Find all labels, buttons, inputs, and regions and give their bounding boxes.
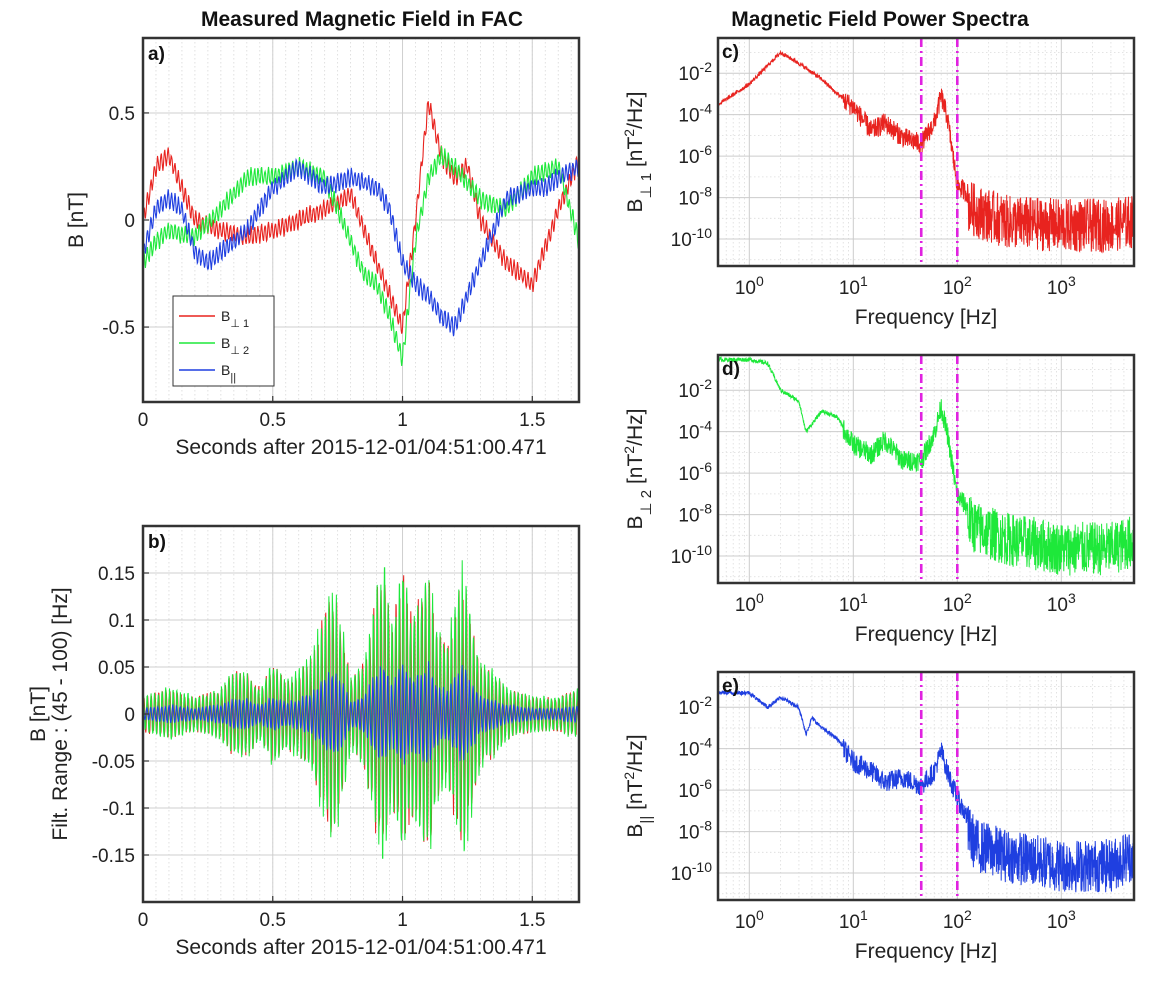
x-axis-label: Frequency [Hz] <box>855 623 997 646</box>
plot-area <box>718 356 1134 576</box>
major-grid <box>718 38 1134 266</box>
y-axis-label: B⊥ 1 [nT2/Hz] <box>621 92 655 213</box>
y-tick-label: 10-4 <box>678 418 712 444</box>
x-tick-label: 103 <box>1047 590 1076 616</box>
y-tick-label: -0.5 <box>102 318 135 339</box>
y-tick-label: 10-10 <box>671 542 713 568</box>
y-tick-label: 10-6 <box>678 776 712 802</box>
x-tick-label: 101 <box>839 590 868 616</box>
panel-label: c) <box>722 42 739 63</box>
x-tick-label: 0 <box>138 410 149 431</box>
minor-grid <box>718 672 1134 900</box>
series-line <box>143 560 579 859</box>
x-axis-label: Frequency [Hz] <box>855 940 997 963</box>
x-tick-label: 101 <box>839 907 868 933</box>
y-tick-label: -0.1 <box>102 799 135 820</box>
y-axis-label: B|| [nT2/Hz] <box>621 734 655 837</box>
plot-area <box>718 49 1134 254</box>
y-tick-label: 0.15 <box>98 564 135 585</box>
x-axis-label: Frequency [Hz] <box>855 306 997 329</box>
panel-label: b) <box>148 532 166 553</box>
panel-a: 0 0.5 1 1.5 -0.5 0 0.5 a) Seconds after 2015-12-… <box>65 36 581 459</box>
panel-label: e) <box>722 676 739 697</box>
x-axis-label: Seconds after 2015-12-01/04:51:00.471 <box>175 936 546 959</box>
y-axis-label-2: Filt. Range : (45 - 100) [Hz] <box>49 587 72 840</box>
series-line <box>143 101 579 334</box>
series-line <box>143 145 579 366</box>
panel-b: 0 0.5 1 1.5 -0.15 -0.1 -0.05 0 0.05 0.1 0.15 b) Seco… <box>27 524 581 959</box>
y-tick-label: 10-10 <box>671 859 713 885</box>
plot-area <box>143 560 579 859</box>
axes-frame <box>716 36 1136 268</box>
y-tick-label: 10-2 <box>678 693 712 719</box>
y-tick-label: 10-6 <box>678 459 712 485</box>
axes-frame <box>716 670 1136 902</box>
y-axis-label: B [nT] <box>27 686 50 742</box>
x-tick-label: 102 <box>943 273 972 299</box>
panel-label: d) <box>722 359 740 380</box>
legend: B⊥ 1 B⊥ 2 B|| <box>172 295 275 387</box>
spectrum-line <box>718 49 1134 254</box>
x-tick-label: 100 <box>735 273 764 299</box>
legend-entry: B⊥ 1 <box>221 308 249 330</box>
y-tick-label: -0.15 <box>92 846 135 867</box>
y-tick-label: 0.1 <box>109 611 135 632</box>
y-tick-label: 0.05 <box>98 658 135 679</box>
x-tick-label: 102 <box>943 590 972 616</box>
y-axis-label: B⊥ 2 [nT2/Hz] <box>621 409 655 530</box>
x-axis-label: Seconds after 2015-12-01/04:51:00.471 <box>175 436 546 459</box>
x-tick-label: 1 <box>397 410 408 431</box>
x-tick-label: 1.5 <box>519 410 545 431</box>
x-tick-label: 101 <box>839 273 868 299</box>
y-tick-label: 0.5 <box>109 104 135 125</box>
legend-entry: B⊥ 2 <box>221 335 249 357</box>
y-tick-label: 10-10 <box>671 225 713 251</box>
right-title: Magnetic Field Power Spectra <box>731 8 1029 31</box>
series-line <box>143 157 579 337</box>
y-tick-label: 10-2 <box>678 376 712 402</box>
left-title: Measured Magnetic Field in FAC <box>201 8 523 31</box>
y-tick-label: -0.05 <box>92 752 135 773</box>
axes-frame <box>716 353 1136 585</box>
x-tick-label: 102 <box>943 907 972 933</box>
x-tick-label: 103 <box>1047 907 1076 933</box>
series-line <box>143 661 579 765</box>
x-tick-label: 1.5 <box>519 910 545 931</box>
y-tick-label: 10-8 <box>678 184 712 210</box>
y-tick-label: 10-4 <box>678 735 712 761</box>
legend-entry: B|| <box>221 362 236 384</box>
y-tick-label: 0 <box>124 211 135 232</box>
y-tick-label: 10-6 <box>678 142 712 168</box>
plot-area <box>718 688 1134 893</box>
x-tick-label: 0.5 <box>260 410 286 431</box>
x-tick-label: 0.5 <box>260 910 286 931</box>
spectrum-line <box>718 688 1134 893</box>
legend-box <box>172 295 275 387</box>
panel-e: 100 101 102 103 10-10 10-8 10-6 10-4 10-2 e) Frequ… <box>621 670 1136 963</box>
x-tick-label: 0 <box>138 910 149 931</box>
plot-area <box>143 101 579 366</box>
x-tick-label: 1 <box>397 910 408 931</box>
x-tick-label: 100 <box>735 907 764 933</box>
spectrum-line <box>718 356 1134 576</box>
y-tick-label: 10-2 <box>678 59 712 85</box>
y-tick-label: 10-8 <box>678 501 712 527</box>
y-axis-label: B [nT] <box>65 192 88 248</box>
y-tick-label: 10-8 <box>678 818 712 844</box>
panel-d: 100 101 102 103 10-10 10-8 10-6 10-4 10-2 d) Frequ… <box>621 353 1136 646</box>
x-tick-label: 103 <box>1047 273 1076 299</box>
panel-c: 100 101 102 103 10-10 10-8 10-6 10-4 10-2 c) Frequ… <box>621 36 1136 329</box>
panel-label: a) <box>148 44 165 65</box>
y-tick-label: 10-4 <box>678 101 712 127</box>
y-tick-label: 0 <box>124 705 135 726</box>
x-tick-label: 100 <box>735 590 764 616</box>
